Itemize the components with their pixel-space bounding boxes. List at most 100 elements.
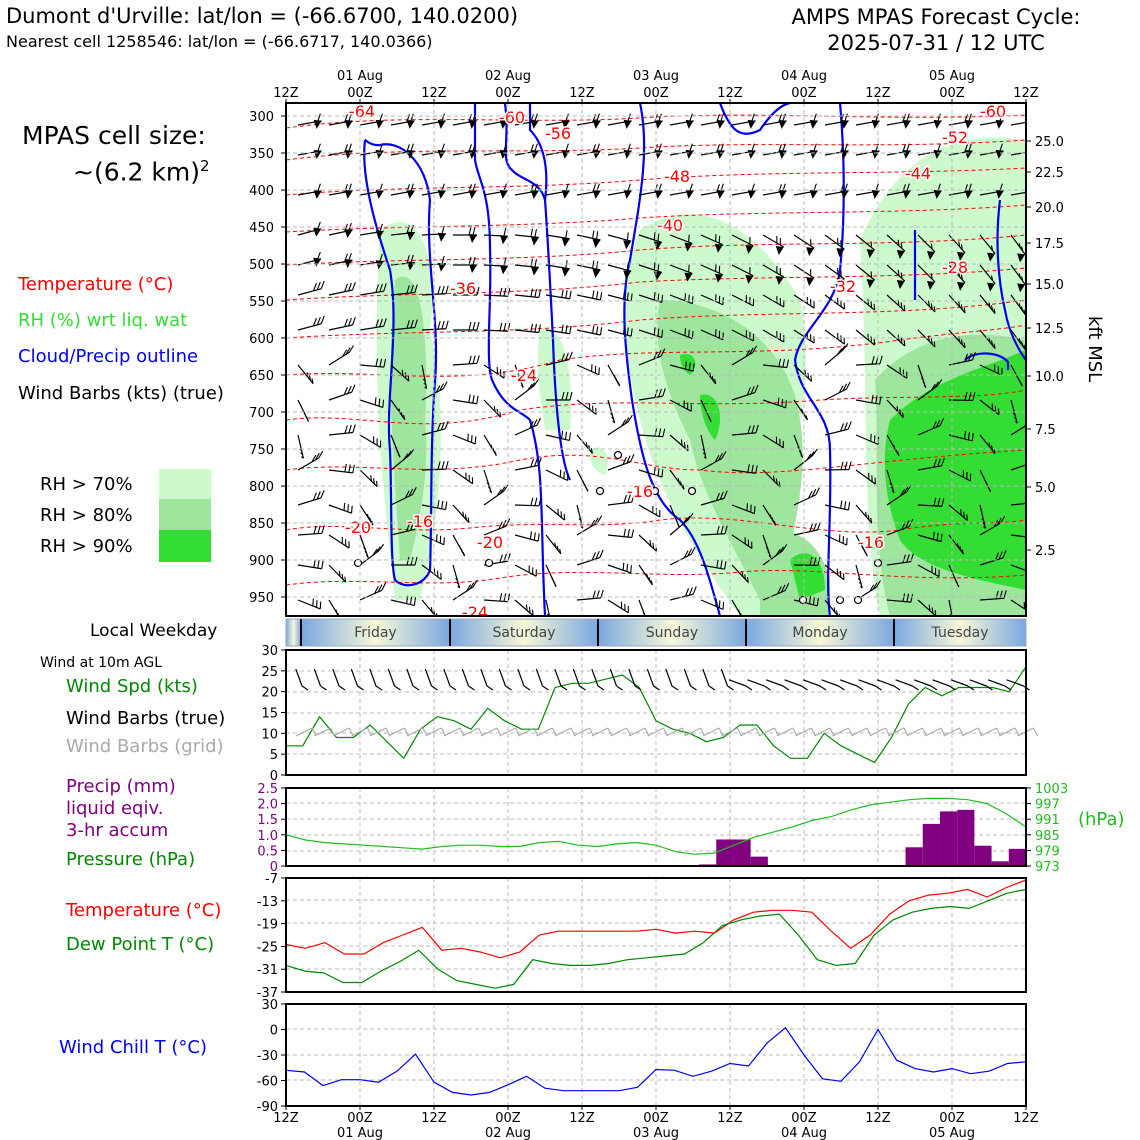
wind-barb bbox=[824, 183, 849, 199]
wind-barb bbox=[483, 434, 497, 456]
grid-wind-barb bbox=[961, 727, 983, 737]
pressure-axis-label: 997 bbox=[1035, 798, 1060, 813]
temperature-contour-label: -48 bbox=[664, 167, 690, 186]
temperature-contour-label: -64 bbox=[349, 102, 375, 121]
grid-wind-barb bbox=[499, 727, 520, 737]
wind-barb bbox=[948, 351, 976, 366]
wind-barb bbox=[452, 504, 470, 524]
wind-barb bbox=[700, 364, 717, 385]
surface-wind-barb bbox=[839, 679, 864, 691]
wind-barb bbox=[328, 113, 353, 129]
cross-section-content: -64 -60 -56 -52 -60 -48 -44 -40 -36 -32 -28 -24 -16 -… bbox=[286, 102, 1026, 616]
wind-barb bbox=[917, 497, 945, 507]
wind-barb bbox=[514, 531, 540, 542]
wind-barb bbox=[453, 286, 480, 296]
top-date-label: 05 Aug bbox=[929, 69, 975, 84]
wind-barb bbox=[762, 397, 787, 409]
wind-barb bbox=[328, 599, 340, 616]
cloud-outline bbox=[473, 103, 547, 616]
wind-barb bbox=[917, 113, 942, 129]
calm-wind-marker bbox=[484, 558, 494, 568]
wind-barb bbox=[359, 397, 385, 408]
wind-barb bbox=[979, 364, 1003, 376]
wind-barb bbox=[979, 590, 1007, 601]
wind-barb bbox=[669, 183, 694, 199]
wind-barb bbox=[483, 227, 508, 245]
wind-barb bbox=[886, 234, 906, 260]
wind-barb bbox=[514, 113, 539, 129]
precip-bar bbox=[733, 839, 751, 866]
surface-wind-barb bbox=[702, 668, 716, 691]
wind-barb bbox=[669, 586, 697, 601]
pressure-tick-label: 550 bbox=[249, 295, 274, 310]
wind-barb bbox=[452, 534, 466, 557]
wind-barb bbox=[917, 143, 942, 159]
wind-barb bbox=[917, 264, 936, 290]
wind-barb bbox=[700, 490, 728, 506]
surface-wind-barb bbox=[628, 668, 642, 691]
wind-barb bbox=[390, 448, 415, 471]
weekday-band bbox=[450, 619, 598, 646]
wind-barb bbox=[824, 234, 845, 258]
grid-wind-barb bbox=[443, 727, 465, 737]
wind-barb bbox=[545, 351, 573, 366]
wind-barb bbox=[917, 531, 943, 543]
wind-barb bbox=[607, 183, 632, 199]
wind-speed-axis-label: 25 bbox=[261, 665, 278, 680]
wind-barb bbox=[762, 544, 788, 566]
temperature-contour-label: -56 bbox=[545, 124, 571, 143]
grid-wind-barb bbox=[665, 727, 687, 737]
bottom-time-label: 12Z bbox=[1013, 1111, 1039, 1126]
top-time-label: 12Z bbox=[569, 86, 595, 101]
wind-barb bbox=[824, 381, 851, 401]
wind-barb bbox=[948, 329, 966, 349]
wind-barb bbox=[576, 260, 601, 278]
wind-barb bbox=[1010, 191, 1026, 196]
temperature-contour-label: -32 bbox=[830, 277, 856, 296]
temperature-contour bbox=[286, 449, 1026, 474]
wind-barb bbox=[824, 343, 849, 366]
kft-tick-label: 22.5 bbox=[1035, 166, 1064, 181]
pressure-tick-label: 500 bbox=[249, 258, 274, 273]
wind-barb bbox=[545, 324, 572, 335]
wind-barb bbox=[793, 264, 815, 287]
wind-barb bbox=[700, 559, 727, 570]
wind-chill-axis-label: -30 bbox=[257, 1049, 278, 1064]
top-time-label: 12Z bbox=[865, 86, 891, 101]
rh-shading-region bbox=[700, 394, 720, 440]
wind-speed-axis-label: 5 bbox=[270, 748, 278, 763]
nearest-cell-title: Nearest cell 1258546: lat/lon = (-66.671… bbox=[6, 32, 433, 51]
wind-chill-axis-label: 0 bbox=[270, 1024, 278, 1039]
temperature-contour-label: -20 bbox=[345, 518, 371, 537]
wind-barb bbox=[886, 264, 906, 290]
wind-speed-axis-label: 15 bbox=[261, 707, 278, 722]
pressure-tick-label: 900 bbox=[249, 554, 274, 569]
legend-rh80: RH > 80% bbox=[40, 505, 133, 526]
temperature-contour-label: -44 bbox=[905, 164, 931, 183]
wind-barb bbox=[576, 589, 604, 601]
wind-barb bbox=[421, 534, 445, 546]
wind-barb bbox=[421, 113, 446, 129]
wind-barb bbox=[328, 502, 353, 514]
temperature-contour-label: -60 bbox=[499, 108, 525, 127]
surface-wind-barb bbox=[747, 679, 771, 691]
wind-barb bbox=[793, 183, 818, 199]
legend-rh70: RH > 70% bbox=[40, 474, 133, 495]
wind-barb bbox=[545, 430, 572, 441]
weekday-band bbox=[301, 619, 450, 646]
wind-barb bbox=[514, 228, 539, 246]
wind-barb bbox=[855, 294, 876, 311]
wind-barb bbox=[514, 288, 541, 299]
wind-speed-line bbox=[286, 666, 1027, 764]
pressure-tick-label: 700 bbox=[249, 406, 274, 421]
surface-wind-barb bbox=[665, 668, 679, 691]
wind-barb bbox=[514, 378, 540, 401]
wind-barb bbox=[948, 113, 973, 129]
wind-chill-axis-label: -60 bbox=[257, 1075, 278, 1090]
wind-barb bbox=[886, 183, 911, 199]
wind-barb bbox=[948, 183, 973, 199]
wind-barb bbox=[638, 504, 661, 518]
temperature-contour bbox=[286, 324, 1026, 377]
wind-barb bbox=[607, 493, 635, 506]
